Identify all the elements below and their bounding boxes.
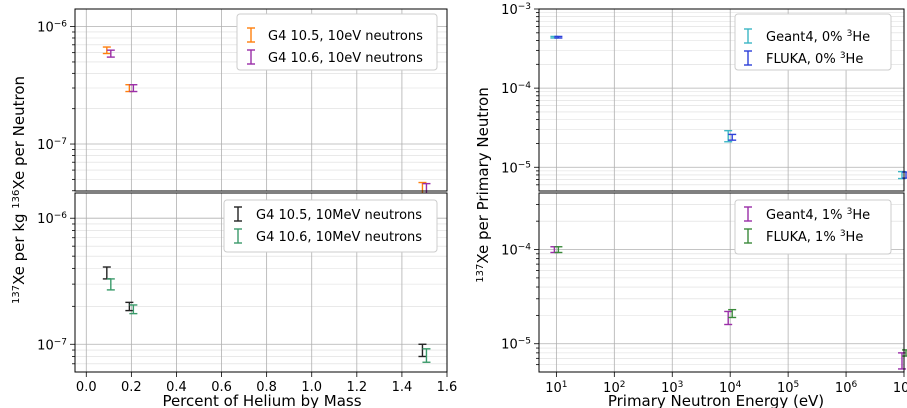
- x-tick-label: 0.2: [121, 380, 142, 395]
- legend-label: Geant4, 0% 3He: [766, 29, 870, 45]
- left-x-axis-label: Percent of Helium by Mass: [162, 392, 361, 408]
- y-tick-label: 10−4: [501, 81, 531, 97]
- x-tick-label: 1.6: [437, 380, 458, 395]
- legend-box: [734, 199, 892, 255]
- x-tick-label: 106: [835, 380, 858, 396]
- legend-marker: [744, 206, 752, 222]
- y-tick-label: 10−7: [37, 337, 67, 353]
- x-tick-label: 101: [545, 380, 567, 396]
- left-ylabel-sup2: 136: [11, 190, 22, 209]
- plot-frame: [538, 192, 905, 373]
- legend-marker: [744, 50, 752, 66]
- legend-box: [236, 13, 438, 71]
- plot-frame: [538, 8, 905, 192]
- left-ylabel-main: Xe per kg: [10, 209, 28, 285]
- plot-frame: [74, 192, 448, 373]
- x-tick-label: 104: [719, 380, 742, 396]
- x-tick-label: 102: [603, 380, 625, 396]
- left-y-axis-label: 137Xe per kg 136Xe per Neutron: [10, 76, 28, 304]
- legend-marker: [234, 228, 242, 244]
- left-ylabel-tail: Xe per Neutron: [10, 76, 28, 190]
- right-y-axis-label: 137Xe per Primary Neutron: [474, 87, 492, 282]
- y-tick-label: 10−4: [501, 243, 531, 259]
- plot-frame: [74, 8, 448, 192]
- x-tick-label: 1.4: [392, 380, 413, 395]
- x-tick-label: 1.2: [346, 380, 367, 395]
- legend-box: [223, 199, 438, 253]
- legend-marker: [247, 49, 255, 65]
- x-tick-label: 1.0: [301, 380, 322, 395]
- panel-right-bottom: 10−5 10−4 101 102 103 104 105 106 107: [501, 192, 907, 396]
- legend-marker: [234, 206, 242, 222]
- right-ylabel-sup: 137: [475, 264, 486, 283]
- y-tick-label: 10−6: [37, 211, 67, 227]
- x-tick-label: 0.4: [166, 380, 187, 395]
- legend-label: Geant4, 1% 3He: [766, 207, 870, 223]
- legend-label: FLUKA, 1% 3He: [766, 229, 863, 245]
- y-tick-label: 10−3: [501, 2, 531, 18]
- legend-label: G4 10.5, 10MeV neutrons: [256, 208, 422, 223]
- right-ylabel-tail: Xe per Primary Neutron: [474, 87, 492, 263]
- y-tick-label: 10−6: [37, 20, 67, 36]
- legend-label: G4 10.5, 10eV neutrons: [268, 29, 423, 44]
- legend-marker: [744, 228, 752, 244]
- y-tick-label: 10−5: [501, 160, 531, 176]
- x-tick-label: 0.8: [256, 380, 277, 395]
- x-tick-label: 0.0: [76, 380, 97, 395]
- legend-right-bottom: Geant4, 1% 3He FLUKA, 1% 3He: [734, 199, 892, 255]
- x-tick-label: 0.6: [211, 380, 232, 395]
- legend-left-top: G4 10.5, 10eV neutrons G4 10.6, 10eV neu…: [236, 13, 438, 71]
- right-x-axis-label: Primary Neutron Energy (eV): [608, 392, 824, 408]
- legend-marker: [744, 28, 752, 44]
- x-tick-label: 105: [777, 380, 799, 396]
- left-ylabel-sup1: 137: [11, 285, 22, 304]
- legend-box: [734, 13, 892, 71]
- legend-marker: [247, 27, 255, 43]
- y-tick-label: 10−5: [501, 337, 531, 353]
- legend-right-top: Geant4, 0% 3He FLUKA, 0% 3He: [734, 13, 892, 71]
- y-tick-label: 10−7: [37, 137, 67, 153]
- legend-label: FLUKA, 0% 3He: [766, 51, 863, 67]
- legend-label: G4 10.6, 10MeV neutrons: [256, 230, 422, 245]
- x-tick-label: 107: [893, 380, 907, 396]
- legend-left-bottom: G4 10.5, 10MeV neutrons G4 10.6, 10MeV n…: [223, 199, 438, 253]
- x-tick-label: 103: [661, 380, 683, 396]
- legend-label: G4 10.6, 10eV neutrons: [268, 51, 423, 66]
